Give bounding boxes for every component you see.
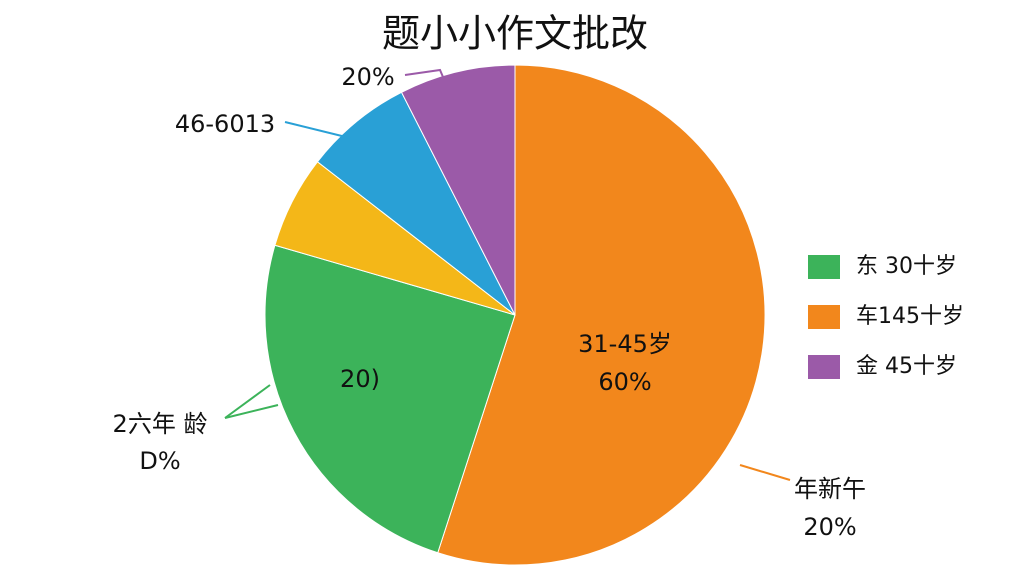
leader-line	[284, 121, 351, 139]
annotation-label: 2六年 龄	[113, 410, 208, 438]
pie-slice	[437, 64, 766, 566]
leader-line	[404, 68, 456, 106]
pie-slice	[264, 244, 516, 554]
legend-label: 车145十岁	[856, 304, 964, 329]
legend-swatch	[808, 355, 840, 379]
pie-slice	[316, 91, 516, 316]
annotation-label: D%	[139, 447, 180, 475]
legend-label: 金 45十岁	[856, 354, 957, 379]
leader-line	[739, 464, 791, 481]
chart-title: 题小小作文批改	[382, 12, 648, 56]
annotation-label: 60%	[598, 368, 651, 396]
annotation-label: 20%	[803, 513, 856, 541]
legend-swatch	[808, 255, 840, 279]
pie-slice	[400, 64, 516, 316]
annotation-label: 46-6013	[175, 110, 275, 138]
annotation-label: 31-45岁	[578, 330, 672, 358]
legend-label: 东 30十岁	[856, 254, 957, 279]
annotation-label: 年新午	[794, 475, 866, 503]
annotation-label: 20%	[341, 63, 394, 91]
legend-swatch	[808, 305, 840, 329]
annotation-label: 20)	[340, 365, 380, 393]
leader-line	[224, 384, 271, 419]
leader-line	[224, 404, 279, 419]
